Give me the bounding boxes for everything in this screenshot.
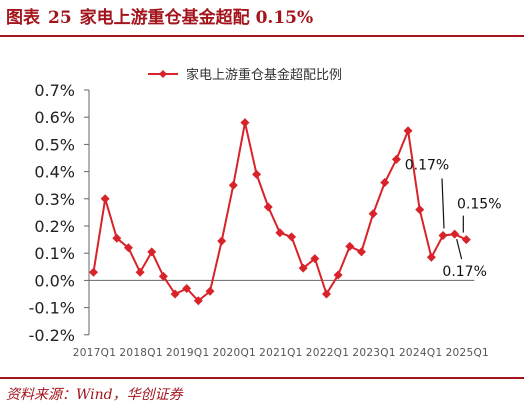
source-rule	[0, 377, 524, 379]
data-point-marker	[275, 228, 285, 238]
data-point-marker	[158, 271, 168, 281]
data-point-marker	[438, 231, 448, 241]
x-tick-label: 2020Q1	[213, 347, 256, 359]
source-note: 资料来源：Wind，华创证券	[6, 387, 183, 403]
data-point-marker	[217, 236, 227, 246]
y-tick-label: 0.6%	[34, 108, 75, 127]
y-tick-label: -0.2%	[29, 326, 75, 345]
data-point-marker	[147, 247, 157, 257]
legend-diamond-marker	[159, 70, 167, 78]
data-point-marker	[228, 180, 238, 190]
data-point-marker	[135, 267, 145, 277]
legend-label: 家电上游重仓基金超配比例	[186, 67, 342, 83]
y-tick-label: 0.7%	[34, 81, 75, 100]
data-point-marker	[368, 209, 378, 219]
x-tick-label: 2022Q1	[306, 347, 349, 359]
x-tick-label: 2019Q1	[166, 347, 209, 359]
data-point-marker	[403, 126, 413, 136]
y-tick-label: 0.2%	[34, 217, 75, 236]
x-tick-label: 2023Q1	[352, 347, 395, 359]
title-rule	[0, 35, 524, 37]
x-tick-label: 2021Q1	[259, 347, 302, 359]
annotation-label: 0.15%	[457, 197, 501, 213]
figure-number: 25	[48, 8, 72, 28]
data-point-marker	[287, 232, 297, 242]
overweight-ratio-chart: 家电上游重仓基金超配比例 0.7% 0.6% 0.5% 0.4% 0.3% 0.2% 0.1%…	[29, 67, 502, 359]
data-point-marker	[112, 233, 122, 243]
y-tick-label: 0.1%	[34, 244, 75, 263]
figure-title-text: 家电上游重仓基金超配 0.15%	[79, 8, 314, 28]
figure-label: 图表	[6, 8, 40, 28]
data-point-marker	[193, 296, 203, 306]
annotation-leader-line	[456, 239, 463, 260]
data-point-marker	[100, 194, 110, 204]
data-point-marker	[461, 235, 471, 245]
annotation-leader-line	[441, 178, 445, 229]
x-tick-label: 2025Q1	[446, 347, 489, 359]
annotation-label: 0.17%	[405, 158, 449, 174]
y-tick-label: 0.4%	[34, 163, 75, 182]
y-tick-label: 0.5%	[34, 135, 75, 154]
data-point-marker	[89, 267, 98, 277]
y-tick-label: 0.3%	[34, 190, 75, 209]
series-line	[92, 122, 467, 303]
data-point-marker	[298, 263, 308, 273]
data-point-marker	[240, 118, 250, 128]
data-point-marker	[380, 177, 390, 187]
y-tick-label: -0.1%	[29, 299, 75, 318]
data-point-marker	[182, 284, 192, 294]
data-point-marker	[263, 202, 273, 212]
data-point-marker	[205, 286, 215, 296]
data-point-marker	[252, 169, 262, 179]
data-point-marker	[345, 241, 355, 251]
data-point-marker	[333, 270, 343, 280]
annotation-label: 0.17%	[442, 264, 486, 280]
data-point-marker	[450, 229, 460, 239]
data-point-marker	[415, 205, 425, 215]
data-point-marker	[170, 289, 180, 299]
data-point-marker	[391, 154, 401, 164]
y-tick-label: 0.0%	[34, 271, 75, 290]
figure-title: 图表 25 家电上游重仓基金超配 0.15%	[6, 4, 321, 32]
x-tick-label: 2017Q1	[73, 347, 116, 359]
data-point-marker	[426, 252, 436, 262]
x-tick-label: 2024Q1	[399, 347, 442, 359]
data-point-marker	[310, 254, 320, 264]
data-point-marker	[123, 243, 133, 253]
data-point-marker	[356, 247, 366, 257]
x-tick-label: 2018Q1	[119, 347, 162, 359]
data-point-marker	[322, 289, 331, 299]
